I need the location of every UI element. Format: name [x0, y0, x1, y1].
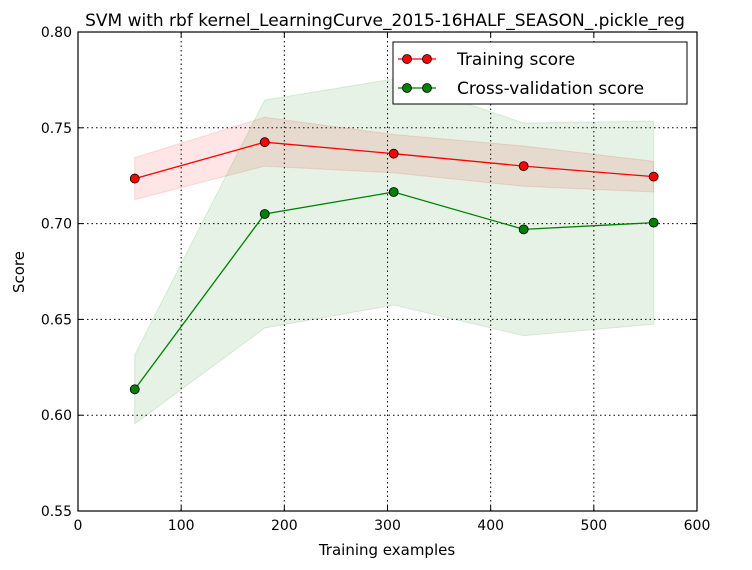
- cross-validation-score-point: [518, 224, 529, 235]
- training-score-point: [259, 137, 270, 148]
- axis-ticks: 0 100 200 300 400 500 600 0.55 0.60 0.65 0.70 0.75 0…: [41, 25, 711, 534]
- y-tick-label: 0.60: [41, 408, 72, 424]
- y-axis-label: Score: [10, 251, 28, 293]
- training-score-point: [129, 173, 140, 184]
- legend-marker-cross-validation: [402, 83, 412, 93]
- chart-title: SVM with rbf kernel_LearningCurve_2015-1…: [85, 11, 685, 31]
- legend-label-cross-validation: Cross-validation score: [457, 79, 644, 99]
- cross-validation-score-point: [259, 209, 270, 219]
- training-score-point: [388, 148, 399, 159]
- legend: Training score Cross-validation score: [392, 41, 688, 105]
- x-tick-label: 500: [580, 518, 607, 534]
- cross-validation-score-point: [388, 187, 399, 197]
- y-tick-label: 0.80: [41, 25, 72, 41]
- x-tick-label: 600: [684, 518, 711, 534]
- x-tick-label: 200: [271, 518, 298, 534]
- training-score-point: [648, 171, 659, 182]
- legend-box: [392, 41, 688, 105]
- cross-validation-score-point: [648, 217, 659, 228]
- y-tick-label: 0.70: [41, 217, 72, 233]
- x-tick-label: 100: [168, 518, 195, 534]
- x-axis-label: Training examples: [318, 541, 456, 559]
- training-score-point: [518, 161, 529, 172]
- grid-lines: [78, 32, 697, 511]
- legend-label-training: Training score: [456, 50, 575, 70]
- x-tick-label: 300: [374, 518, 401, 534]
- x-tick-label: 400: [477, 518, 504, 534]
- y-tick-label: 0.75: [41, 121, 72, 137]
- y-tick-label: 0.65: [41, 312, 72, 328]
- series-points: [129, 137, 659, 395]
- confidence-bands: [134, 78, 655, 425]
- cross-validation-score-point: [129, 384, 140, 395]
- legend-marker-cross-validation: [422, 83, 432, 93]
- legend-marker-training: [422, 54, 432, 64]
- cross-validation-score-band: [134, 78, 655, 425]
- legend-marker-training: [402, 54, 412, 64]
- x-tick-label: 0: [74, 518, 83, 534]
- y-tick-label: 0.55: [41, 504, 72, 520]
